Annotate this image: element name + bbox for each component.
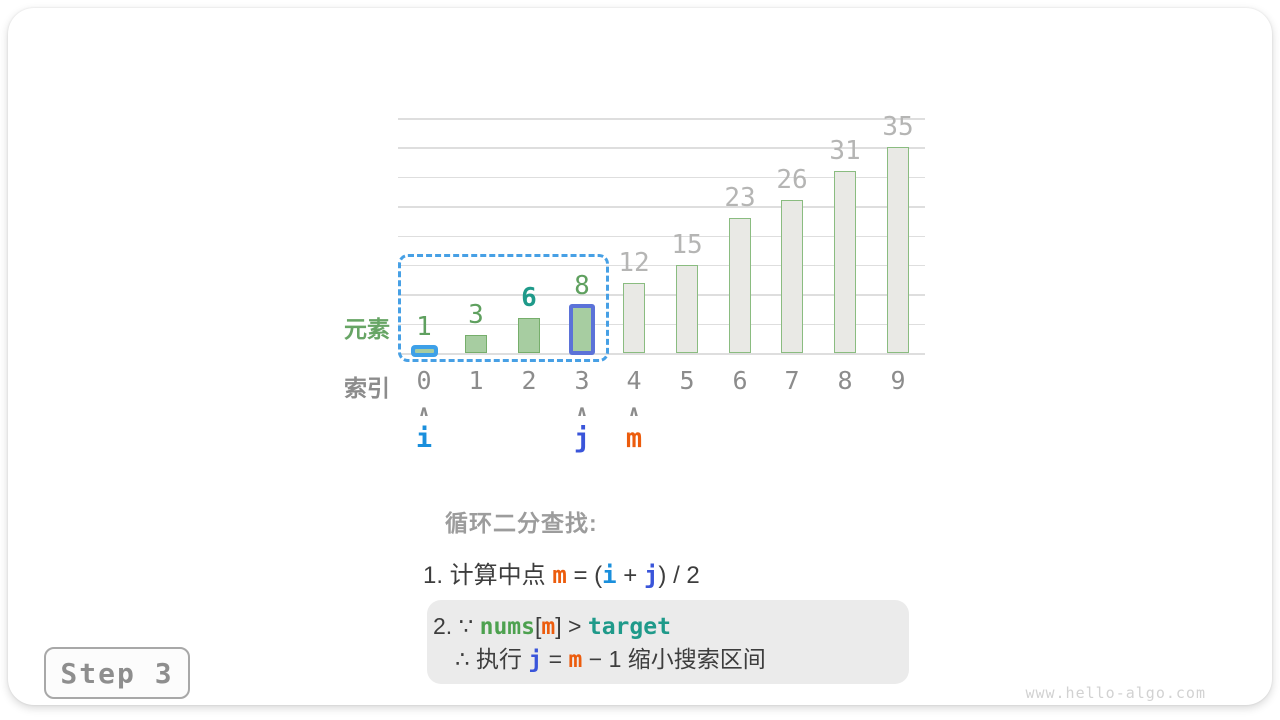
bar [465, 335, 487, 353]
bar [887, 147, 909, 353]
index-label: 6 [732, 366, 748, 395]
bar-value-label: 3 [468, 300, 484, 331]
bar [623, 282, 645, 353]
bar-value-label: 23 [724, 182, 756, 213]
caption-text-segment: m [541, 614, 556, 640]
caption-text-segment: = [542, 646, 569, 672]
pointer-up-arrow-icon: ∧ [417, 403, 431, 420]
grid-line [398, 294, 925, 296]
index-axis-label: 索引 [344, 375, 390, 401]
caption-text-segment: ] > [555, 613, 588, 639]
caption-heading: 循环二分查找: [445, 510, 598, 536]
grid-line [398, 118, 925, 120]
caption-text-segment: nums [479, 614, 535, 640]
index-label: 0 [416, 366, 432, 395]
bar [676, 264, 698, 353]
grid-line [398, 176, 925, 179]
bar [781, 200, 803, 353]
caption-text-segment: + [616, 562, 644, 589]
step-badge: Step 3 [44, 647, 190, 699]
bar-value-label: 1 [416, 312, 432, 343]
grid-line [398, 323, 925, 326]
caption-text-segment: target [587, 614, 671, 640]
caption-text-segment: m [568, 647, 583, 673]
index-label: 2 [521, 366, 537, 395]
bar-value-label: 35 [882, 112, 914, 143]
caption-text-segment: 1. 计算中点 [423, 562, 553, 589]
bar [729, 217, 751, 353]
pointer-up-arrow-icon: ∧ [627, 403, 641, 420]
watermark: www.hello-algo.com [1025, 684, 1206, 702]
bar-highlight-j [569, 304, 595, 355]
pointer-label-m: m [625, 423, 643, 454]
pointer-up-arrow-icon: ∧ [575, 403, 589, 420]
caption-text-segment: i [602, 561, 617, 589]
caption-text-segment: [ [535, 613, 542, 639]
caption-text-segment: = ( [566, 562, 603, 589]
grid-line [398, 264, 925, 267]
caption-text-segment: m [552, 561, 567, 589]
grid-line [398, 206, 925, 208]
element-axis-label: 元素 [344, 316, 390, 342]
binary-search-bar-chart: 1 0 3 1 6 2 8 3 12 4 15 5 23 6 26 7 31 8 35 9 ∧ i ∧ j ∧ m [8, 8, 1272, 705]
index-label: 8 [837, 366, 853, 395]
index-label: 3 [574, 366, 590, 395]
index-label: 7 [784, 366, 800, 395]
bar-highlight-i [411, 345, 438, 357]
grid-line [398, 235, 925, 237]
bar [518, 317, 540, 353]
caption-text-segment: j [528, 647, 543, 673]
grid-line [398, 147, 925, 149]
index-label: 4 [626, 366, 642, 395]
grid-line [398, 353, 925, 355]
caption-text-segment: − 1 缩小搜索区间 [582, 646, 766, 672]
caption-text-segment: ∴ 执行 [455, 646, 529, 672]
caption-step1-line: 1. 计算中点 m = (i + j) / 2 [423, 555, 700, 590]
index-label: 5 [679, 366, 695, 395]
caption-text-segment: j [643, 561, 659, 589]
search-range-box [398, 254, 609, 362]
pointer-label-j: j [573, 423, 591, 454]
caption-text-segment: 2. ∵ [433, 613, 480, 639]
bar [834, 170, 856, 353]
index-label: 1 [468, 366, 484, 395]
bar-value-label: 15 [671, 229, 703, 260]
bar-value-fill [415, 349, 434, 353]
caption-step2-line2: ∴ 执行 j = m − 1 缩小搜索区间 [455, 644, 909, 676]
bar-value-label: 8 [574, 271, 590, 301]
caption-step2-highlight-box: 2. ∵ nums[m] > target ∴ 执行 j = m − 1 缩小搜… [427, 600, 909, 684]
bar-value-label: 26 [776, 165, 808, 196]
bar-value-label: 31 [829, 135, 861, 166]
figure-card: 1 0 3 1 6 2 8 3 12 4 15 5 23 6 26 7 31 8 35 9 ∧ i ∧ j ∧ m 元素 索引 循… [8, 8, 1272, 705]
bar-value-label: 6 [521, 282, 537, 313]
caption-step2-line1: 2. ∵ nums[m] > target [433, 611, 909, 643]
pointer-label-i: i [415, 423, 433, 454]
bar-value-label: 12 [618, 247, 650, 278]
caption-text-segment: ) / 2 [658, 562, 700, 589]
index-label: 9 [890, 366, 906, 395]
